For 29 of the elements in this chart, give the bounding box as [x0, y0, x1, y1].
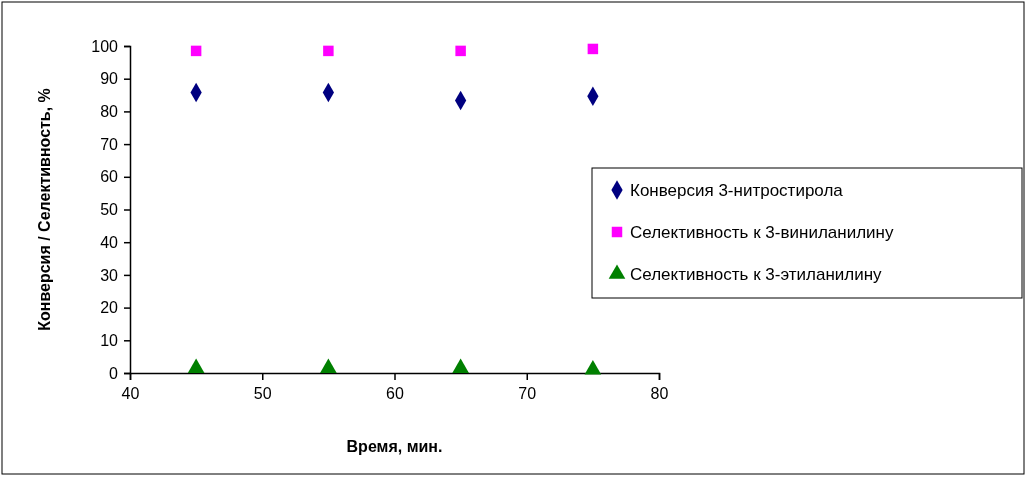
x-tick-label: 60: [386, 385, 404, 403]
point: [190, 45, 202, 57]
y-tick-label: 10: [100, 331, 119, 349]
x-tick-label: 70: [518, 385, 537, 403]
y-tick-label: 100: [91, 37, 119, 55]
y-tick-label: 30: [100, 266, 119, 284]
x-axis-title: Время, мин.: [346, 438, 443, 455]
point: [584, 360, 602, 375]
point: [455, 45, 466, 57]
x-tick-label: 40: [121, 385, 140, 403]
point: [587, 43, 599, 55]
legend-label: Селективность к 3-этиланилину: [630, 265, 883, 284]
point: [187, 358, 205, 373]
point: [452, 358, 469, 373]
y-tick-label: 20: [100, 299, 119, 317]
point: [323, 45, 334, 57]
x-tick-label: 80: [650, 385, 669, 403]
x-tick-label: 50: [253, 385, 272, 403]
y-tick-label: 50: [100, 201, 119, 219]
y-tick-label: 60: [100, 168, 119, 186]
y-tick-label: 40: [100, 233, 119, 251]
y-tick-label: 80: [100, 103, 119, 121]
y-tick-label: 90: [100, 70, 119, 88]
point: [320, 358, 337, 373]
legend-label: Конверсия 3-нитростирола: [630, 181, 844, 200]
y-tick-label: 70: [100, 135, 119, 153]
y-axis-title: Конверсия / Селективность, %: [36, 88, 53, 331]
y-tick-label: 0: [109, 364, 119, 382]
legend-label: Селективность к 3-виниланилину: [630, 223, 894, 242]
